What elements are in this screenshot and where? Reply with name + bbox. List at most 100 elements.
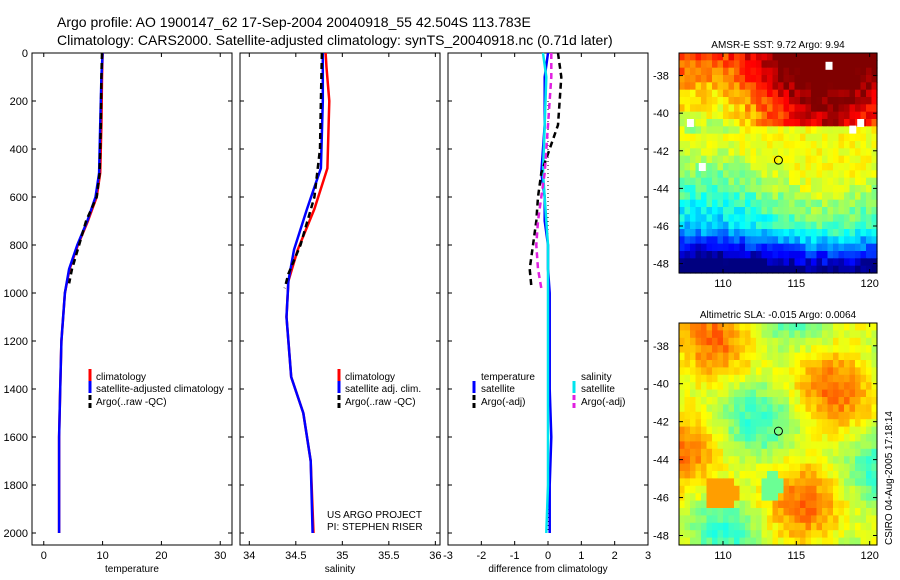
map-cell [739, 508, 746, 516]
map-cell [750, 485, 757, 494]
map-cell [701, 382, 708, 391]
map-cell [756, 155, 763, 164]
map-cell [690, 404, 697, 413]
series-line-argo-raw-qc- [67, 52, 104, 284]
map-cell [712, 148, 719, 157]
map-cell [860, 330, 867, 339]
map-cell [723, 170, 730, 179]
map-cell [723, 82, 730, 91]
y-tick-label: 1200 [4, 336, 28, 348]
map-cell [745, 345, 752, 354]
map-cell [750, 155, 757, 164]
map-cell [822, 360, 829, 368]
map-cell [778, 119, 785, 127]
map-cell [739, 493, 746, 502]
map-cell [838, 207, 845, 215]
map-cell [723, 441, 730, 450]
map-cell [706, 478, 713, 487]
map-cell [778, 104, 785, 113]
map-cell [767, 126, 774, 135]
map-cell [816, 229, 823, 237]
map-cell [750, 330, 757, 339]
map-cell [844, 163, 851, 171]
map-cell [734, 471, 741, 479]
map-cell [728, 236, 735, 245]
map-cell [712, 60, 719, 69]
map-cell [723, 251, 730, 259]
map-cell [745, 236, 752, 245]
map-cell [822, 330, 829, 339]
map-cell [701, 330, 708, 339]
map-cell [756, 192, 763, 201]
map-cell [866, 434, 873, 442]
map-cell [756, 530, 763, 539]
map-cell [838, 177, 845, 186]
map-cell [827, 530, 834, 539]
map-cell [805, 148, 812, 157]
map-cell [756, 170, 763, 179]
map-cell [772, 493, 779, 502]
map-cell [811, 485, 818, 494]
map-cell [783, 397, 790, 405]
map-cell [822, 463, 829, 472]
map-cell [783, 155, 790, 164]
map-cell [728, 508, 735, 516]
map-cell [794, 89, 801, 98]
map-cell [816, 367, 823, 376]
x-tick-label: 10 [96, 550, 108, 562]
map-cell [761, 367, 768, 376]
map-cell [695, 389, 702, 398]
map-cell [756, 119, 763, 127]
map-cell [684, 265, 691, 274]
map-cell [750, 530, 757, 539]
map-cell [739, 89, 746, 98]
map-cell [827, 360, 834, 368]
map-cell [871, 141, 878, 149]
map-cell [750, 500, 757, 509]
map-cell [816, 434, 823, 442]
map-cell [871, 185, 878, 193]
map-cell [778, 419, 785, 428]
map-cell [816, 221, 823, 230]
map-cell [794, 148, 801, 157]
map-cell [827, 456, 834, 465]
map-cell [695, 251, 702, 259]
map-cell [805, 485, 812, 494]
map-cell [800, 258, 807, 267]
map-cell [684, 155, 691, 164]
map-cell [849, 258, 856, 267]
map-cell [712, 67, 719, 76]
map-cell [822, 265, 829, 274]
map-cell [695, 352, 702, 361]
map-cell [855, 411, 862, 420]
map-cell [871, 360, 878, 368]
map-cell [739, 199, 746, 208]
map-cell [838, 478, 845, 487]
map-cell [690, 155, 697, 164]
map-cell [800, 508, 807, 516]
x-tick-label: 35 [336, 550, 348, 562]
map-cell [772, 243, 779, 252]
map-cell [855, 515, 862, 524]
map-cell [717, 493, 724, 502]
map-cell [866, 382, 873, 391]
map-cell [761, 97, 768, 105]
map-cell [800, 456, 807, 465]
map-cell [690, 426, 697, 435]
map-cell [717, 148, 724, 157]
map-cell [827, 515, 834, 524]
map-cell [811, 265, 818, 274]
map-cell [778, 345, 785, 354]
y-tick-label: 1800 [4, 480, 28, 492]
map-cell [783, 97, 790, 105]
map-cell [783, 515, 790, 524]
map-cell [871, 500, 878, 509]
x-tick-label: 34.5 [285, 550, 306, 562]
map-cell [800, 434, 807, 442]
map-cell [734, 411, 741, 420]
map-cell [767, 434, 774, 442]
map-cell [827, 185, 834, 193]
map-cell [800, 330, 807, 339]
map-cell [844, 133, 851, 142]
map-cell [734, 133, 741, 142]
